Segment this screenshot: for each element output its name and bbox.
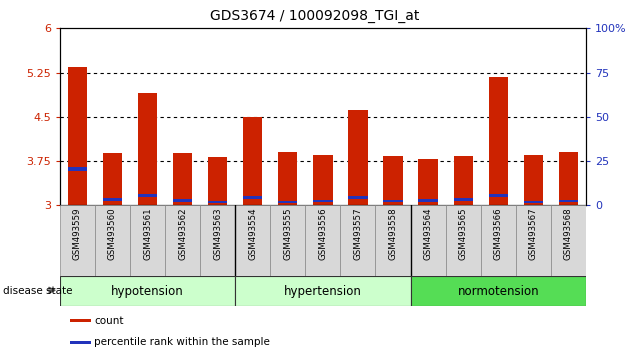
Bar — [138, 93, 157, 205]
Bar — [551, 205, 586, 276]
Bar — [68, 167, 87, 171]
Bar — [411, 276, 586, 306]
Text: GSM493556: GSM493556 — [318, 207, 328, 260]
Text: GSM493562: GSM493562 — [178, 207, 187, 260]
Bar — [418, 199, 438, 202]
Bar — [60, 205, 95, 276]
Text: hypotension: hypotension — [111, 285, 184, 298]
Text: GSM493564: GSM493564 — [423, 207, 433, 260]
Bar — [103, 153, 122, 205]
Bar — [375, 205, 411, 276]
Text: GSM493567: GSM493567 — [529, 207, 538, 260]
Bar — [165, 205, 200, 276]
Bar — [68, 67, 87, 205]
Bar — [243, 196, 262, 199]
Bar — [445, 205, 481, 276]
Bar — [454, 156, 472, 205]
Text: hypertension: hypertension — [284, 285, 362, 298]
Text: GSM493554: GSM493554 — [248, 207, 257, 260]
Bar — [340, 205, 375, 276]
Bar — [243, 117, 262, 205]
Bar — [306, 205, 340, 276]
Text: GSM493560: GSM493560 — [108, 207, 117, 260]
Bar — [235, 276, 411, 306]
Bar — [138, 194, 157, 197]
Text: GSM493555: GSM493555 — [284, 207, 292, 260]
Text: GSM493565: GSM493565 — [459, 207, 467, 260]
Bar — [208, 157, 227, 205]
Text: GDS3674 / 100092098_TGI_at: GDS3674 / 100092098_TGI_at — [210, 9, 420, 23]
Bar — [384, 156, 403, 205]
Bar — [103, 198, 122, 201]
Bar — [313, 155, 333, 205]
Bar — [559, 152, 578, 205]
Text: GSM493566: GSM493566 — [494, 207, 503, 260]
Bar — [200, 205, 235, 276]
Bar — [559, 200, 578, 202]
Text: GSM493563: GSM493563 — [213, 207, 222, 260]
Text: GSM493568: GSM493568 — [564, 207, 573, 260]
Bar — [516, 205, 551, 276]
Bar — [208, 201, 227, 203]
Bar — [60, 276, 235, 306]
Bar — [130, 205, 165, 276]
Bar — [173, 153, 192, 205]
Text: normotension: normotension — [457, 285, 539, 298]
Text: disease state: disease state — [3, 286, 72, 296]
Text: GSM493557: GSM493557 — [353, 207, 362, 260]
Bar — [454, 198, 472, 201]
Text: count: count — [94, 316, 124, 326]
Bar — [95, 205, 130, 276]
Bar — [524, 201, 543, 203]
Bar — [348, 196, 367, 199]
Text: GSM493558: GSM493558 — [389, 207, 398, 260]
Text: percentile rank within the sample: percentile rank within the sample — [94, 337, 270, 348]
Bar — [348, 110, 367, 205]
Bar — [71, 319, 91, 322]
Bar — [411, 205, 445, 276]
Text: GSM493561: GSM493561 — [143, 207, 152, 260]
Bar — [489, 194, 508, 197]
Bar — [173, 199, 192, 202]
Text: GSM493559: GSM493559 — [73, 207, 82, 260]
Bar — [278, 152, 297, 205]
Bar — [270, 205, 306, 276]
Bar — [71, 341, 91, 344]
Bar — [313, 200, 333, 202]
Bar — [278, 201, 297, 203]
Bar — [489, 77, 508, 205]
Bar — [418, 159, 438, 205]
Bar — [481, 205, 516, 276]
Bar — [384, 200, 403, 202]
Bar — [235, 205, 270, 276]
Bar — [524, 155, 543, 205]
